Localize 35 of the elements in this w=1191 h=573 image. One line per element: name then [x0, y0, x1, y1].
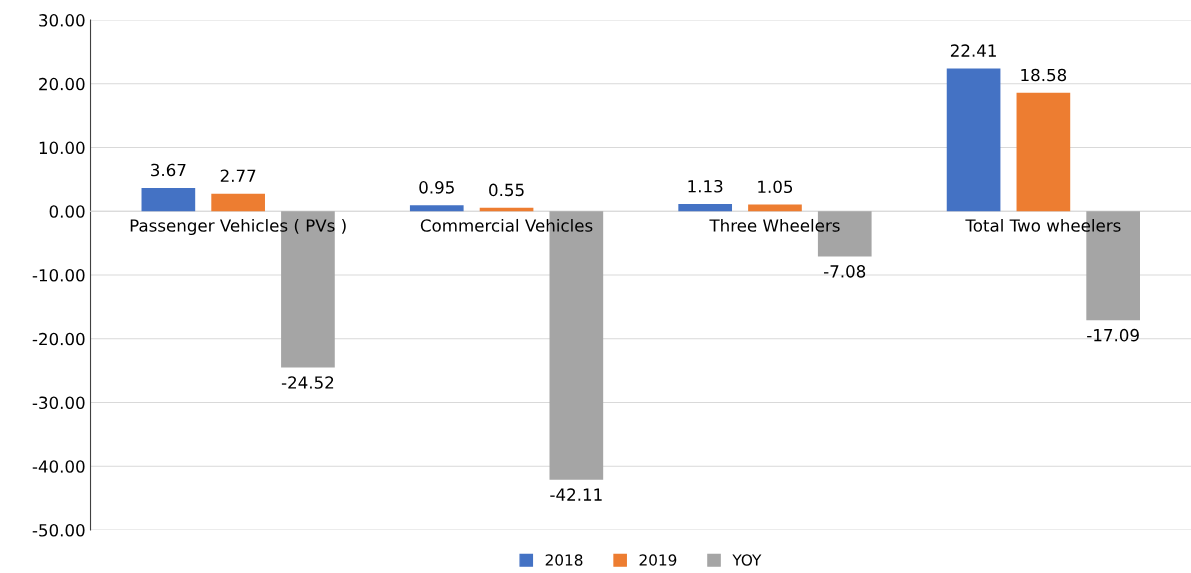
bar: [211, 193, 265, 212]
y-tick-label: 10.00: [39, 141, 85, 155]
y-tick-label: -20.00: [32, 332, 85, 346]
data-label: -17.09: [1087, 328, 1139, 342]
y-tick-label: -50.00: [32, 523, 85, 537]
data-label: -42.11: [550, 488, 602, 501]
data-label: 1.05: [758, 180, 793, 194]
bar: [748, 204, 802, 212]
data-label: 2.77: [220, 169, 256, 182]
data-label: 0.95: [419, 181, 454, 194]
data-label: -24.52: [281, 376, 334, 389]
legend-label: YOY: [732, 554, 762, 566]
x-tick-label: Total Two wheelers: [965, 218, 1121, 232]
data-label: 3.67: [151, 163, 186, 177]
x-tick-label: Commercial Vehicles: [420, 218, 593, 232]
data-label: 22.41: [950, 44, 996, 57]
y-tick-label: -10.00: [32, 269, 85, 282]
x-tick-label: Three Wheelers: [709, 218, 840, 232]
y-tick-label: 30.00: [39, 14, 85, 27]
data-label: 0.55: [489, 183, 524, 197]
y-tick-label: 20.00: [39, 77, 85, 91]
bar: [946, 68, 1001, 212]
legend-label: 2019: [639, 554, 677, 566]
legend-label: 2018: [545, 554, 583, 566]
bar: [678, 204, 733, 212]
y-tick-label: -40.00: [32, 460, 85, 473]
y-tick-label: -30.00: [32, 396, 85, 410]
bar: [409, 205, 464, 212]
x-tick-label: Passenger Vehicles ( PVs ): [130, 218, 346, 236]
data-label: -7.08: [824, 265, 866, 278]
data-label: 1.13: [688, 179, 723, 193]
bar: [141, 187, 196, 212]
y-tick-label: 0.00: [49, 205, 85, 218]
bar: [1016, 92, 1071, 212]
data-label: 18.58: [1021, 68, 1067, 82]
